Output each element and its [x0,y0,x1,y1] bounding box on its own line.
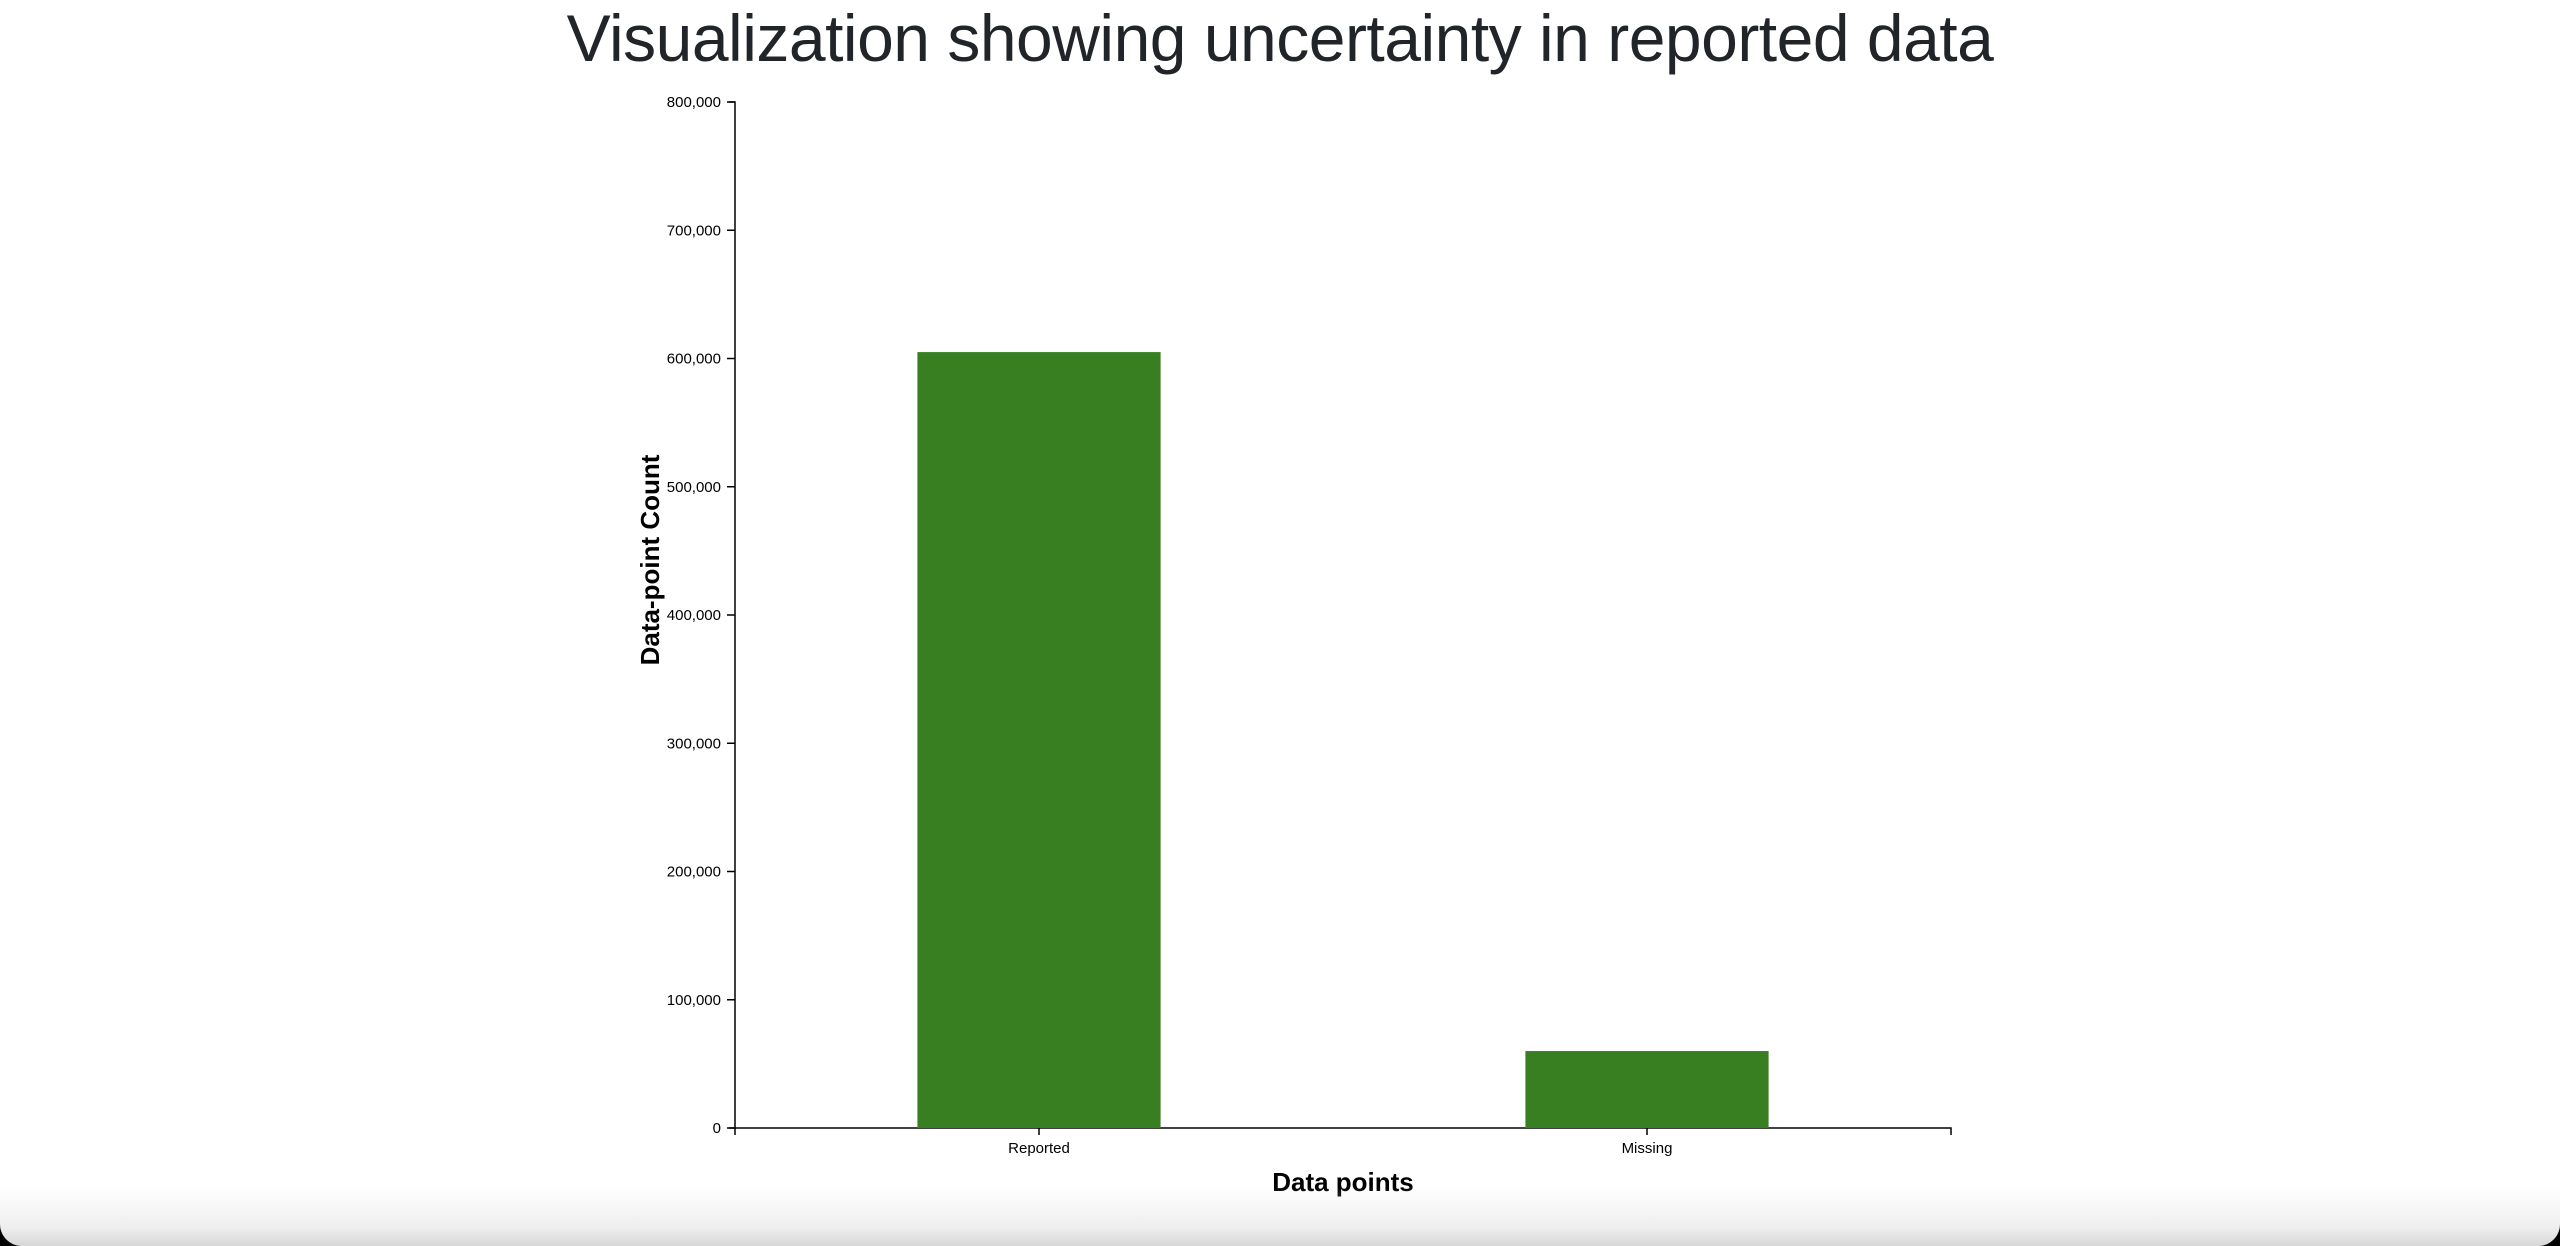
bars [917,352,1769,1128]
y-tick-label: 400,000 [667,607,721,624]
y-tick-label: 500,000 [667,479,721,496]
y-tick-label: 300,000 [667,735,721,752]
y-tick-label: 600,000 [667,351,721,368]
y-tick-label: 100,000 [667,992,721,1009]
bar-reported [917,352,1161,1128]
x-axis: Reported Missing [734,1127,1952,1157]
x-tick-label: Reported [1008,1140,1070,1157]
x-tick-label: Missing [1622,1140,1673,1157]
window-bottom-shadow [0,1186,2560,1246]
y-tick-label: 700,000 [667,222,721,239]
chart-title: Visualization showing uncertainty in rep… [566,1,1994,75]
y-tick-label: 800,000 [667,94,721,111]
y-tick-label: 200,000 [667,864,721,881]
y-axis-label: Data-point Count [635,454,665,665]
y-axis: 0 100,000 200,000 300,000 400,000 500,000 600,… [667,94,736,1137]
x-axis-line [734,1127,1952,1135]
y-tick-label: 0 [713,1120,721,1137]
bar-missing [1525,1051,1769,1128]
